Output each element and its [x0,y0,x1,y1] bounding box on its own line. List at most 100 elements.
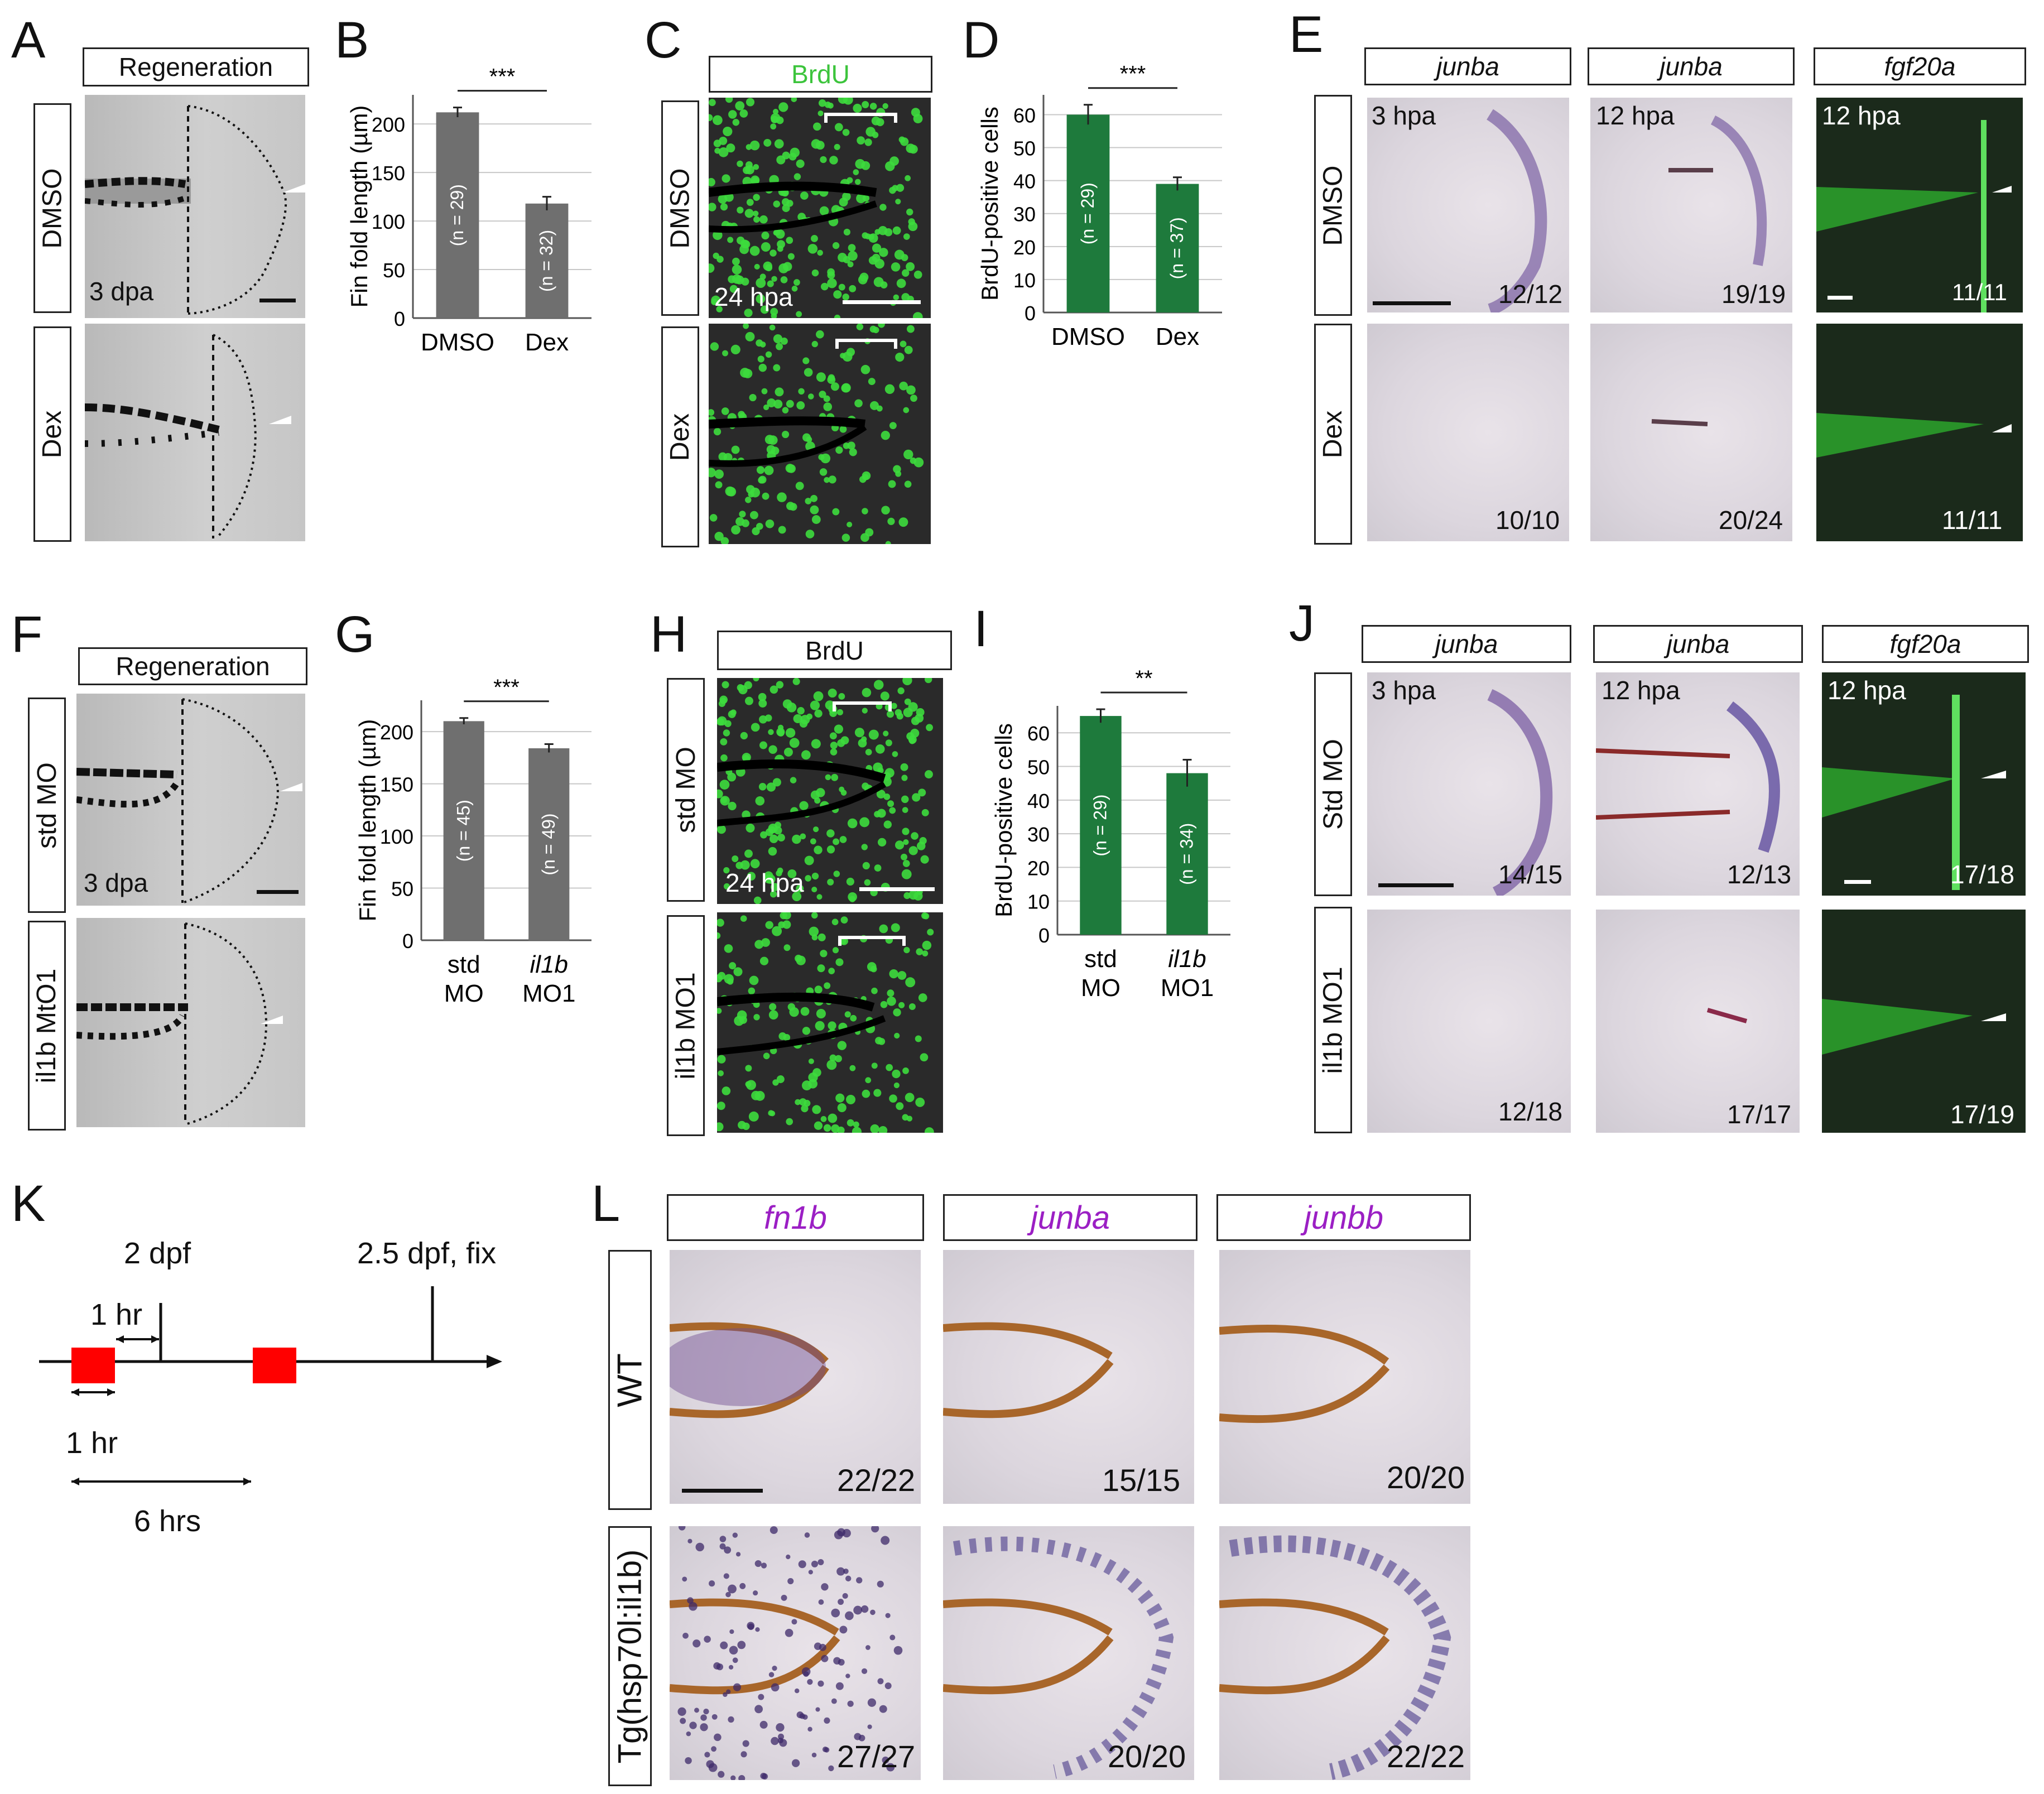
y-tick-label: 0 [394,307,405,330]
n-label: (n = 32) [536,230,556,292]
significance-stars: ** [1135,666,1152,691]
n-label: (n = 37) [1167,217,1187,279]
bar [443,721,484,940]
significance-stars: *** [489,65,516,89]
label-fix: 2.5 dpf, fix [357,1237,497,1270]
panel-j-row-std: Std MO [1314,672,1352,896]
panel-f-header: Regeneration [78,647,307,685]
embryo-count: 14/15 [1498,860,1563,889]
stage-label: 12 hpa [1601,676,1680,705]
x-tick-label: Dex [525,329,569,356]
x-tick-label: MO [444,980,484,1004]
stage-label: 12 hpa [1822,101,1901,130]
scale-bar [257,890,299,894]
y-tick-label: 40 [1027,790,1050,812]
panel-a-row-dex: Dex [33,326,71,542]
brdu-image [717,678,943,904]
x-tick-label: MO [1081,974,1120,1002]
y-tick-label: 50 [1013,137,1036,160]
label-1hr-pulse: 1 hr [66,1426,118,1460]
fin-brightfield-image [76,694,305,906]
significance-stars: *** [1120,62,1146,86]
embryo-count: 12/18 [1498,1097,1563,1126]
in-situ-image [1367,910,1571,1133]
panel-letter-f: F [11,606,43,663]
panel-letter-k: K [11,1175,46,1232]
panel-e-header-1: junba [1364,47,1571,85]
y-tick-label: 100 [372,210,405,233]
timeline-diagram [39,1286,502,1485]
bar [1156,184,1199,312]
y-tick-label: 150 [372,162,405,185]
in-situ-image [1367,324,1569,541]
fin-brightfield-image [85,95,305,318]
y-axis-label: Fin fold length (µm) [354,719,381,922]
panel-e-header-3: fgf20a [1814,47,2026,85]
y-tick-label: 20 [1013,236,1036,259]
in-situ-image [1590,98,1792,312]
in-situ-image [1596,910,1800,1133]
y-tick-label: 100 [380,825,413,848]
panel-j-header-2: junba [1593,625,1803,663]
y-tick-label: 40 [1013,170,1036,193]
label-1hr-gap: 1 hr [90,1298,143,1331]
bar [1166,773,1208,935]
fluorescence-image [1816,98,2023,312]
x-tick-label: il1b [1168,945,1206,973]
fin-brightfield-image [76,918,305,1127]
scale-bar [259,299,296,302]
panel-j-header-3: fgf20a [1822,625,2029,663]
n-label: (n = 45) [453,800,473,862]
x-tick-label: MO1 [1161,974,1214,1002]
panel-j-row-il1b: il1b MO1 [1314,907,1352,1133]
panel-letter-a: A [11,12,46,69]
embryo-count: 27/27 [837,1739,916,1774]
panel-letter-e: E [1289,6,1324,63]
embryo-count: 20/20 [1387,1460,1465,1495]
embryo-count: 11/11 [1952,279,2007,305]
bar [525,203,569,318]
brdu-image [709,324,931,544]
y-tick-label: 20 [1027,857,1050,879]
stage-label: 12 hpa [1596,101,1675,130]
fluorescence-image [1816,324,2023,541]
panel-c-row-dmso: DMSO [661,100,699,316]
embryo-count: 12/13 [1727,860,1792,889]
panel-j-header-1: junba [1362,625,1571,663]
heat-shock-timeline [0,1200,558,1535]
n-label: (n = 29) [447,184,467,246]
panel-h-row-std: std MO [667,678,705,902]
y-tick-label: 60 [1013,104,1036,127]
scale-bar [843,300,921,304]
y-tick-label: 200 [380,721,413,744]
y-tick-label: 30 [1027,823,1050,846]
y-tick-label: 150 [380,773,413,796]
in-situ-image [943,1250,1194,1504]
scale-bar [859,887,935,891]
y-tick-label: 50 [383,259,405,282]
embryo-count: 11/11 [1942,506,2003,535]
panel-l-header-3: junbb [1216,1194,1471,1241]
panel-c-header: BrdU [709,56,932,93]
panel-e-row-dex: Dex [1314,324,1352,545]
y-tick-label: 0 [402,930,413,953]
embryo-count: 17/18 [1950,860,2015,889]
fluorescence-image [1822,672,2026,896]
panel-l-header-1: fn1b [667,1194,924,1241]
brdu-image [709,98,931,318]
in-situ-image [1219,1526,1470,1780]
in-situ-image [1590,324,1792,541]
panel-letter-b: B [335,12,369,69]
panel-l-header-2: junba [943,1194,1197,1241]
embryo-count: 19/19 [1721,280,1786,309]
panel-e-row-dmso: DMSO [1314,95,1352,316]
brdu-image [717,912,943,1133]
panel-l-row-wt: WT [608,1250,652,1510]
x-tick-label: MO1 [522,980,575,1004]
embryo-count: 10/10 [1495,506,1560,535]
n-label: (n = 29) [1090,794,1110,856]
chart-i: 0 10 20 30 40 50 60 BrdU-positive cells (n = 29)… [990,666,1230,1002]
panel-l-row-tg: Tg(hsp70l:il1b) [608,1526,652,1786]
scale-bar [1827,296,1853,300]
